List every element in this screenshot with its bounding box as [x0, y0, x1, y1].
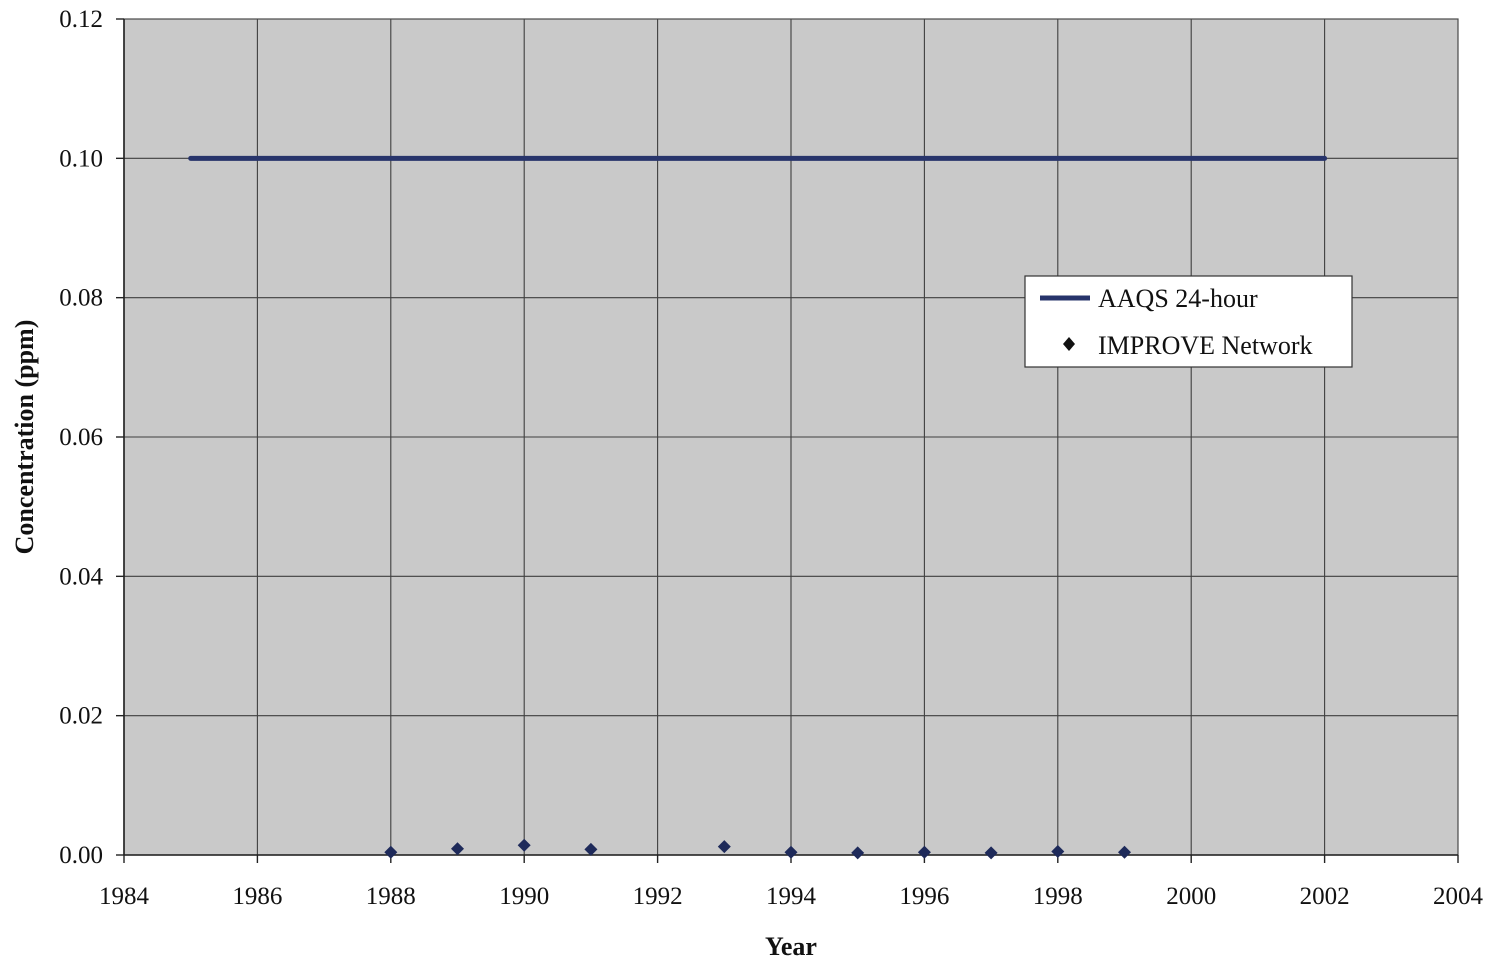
data-point-improve-network — [917, 845, 931, 859]
x-tick-label: 1996 — [899, 883, 949, 910]
x-tick-label: 1988 — [366, 883, 416, 910]
x-tick-label: 2002 — [1300, 883, 1350, 910]
y-tick-label: 0.00 — [59, 842, 103, 869]
data-point-improve-network — [851, 846, 865, 860]
legend-diamond-swatch — [1063, 337, 1075, 351]
x-tick-label: 1990 — [499, 883, 549, 910]
series — [188, 155, 1328, 860]
legend: AAQS 24-hour IMPROVE Network — [1024, 275, 1353, 368]
data-point-improve-network — [1051, 845, 1065, 859]
data-point-improve-network — [451, 842, 464, 856]
x-tick-label: 2004 — [1433, 883, 1484, 910]
data-point-improve-network — [1118, 845, 1131, 859]
legend-box — [1024, 275, 1353, 368]
x-tick-label: 2000 — [1166, 883, 1216, 910]
data-point-improve-network — [784, 845, 798, 859]
y-tick-label: 0.02 — [59, 703, 103, 730]
x-tick-label: 1986 — [232, 883, 282, 910]
y-axis-title: Concentration (ppm) — [10, 320, 39, 555]
data-point-improve-network — [717, 840, 731, 854]
ticks: 1984 1986 1988 1990 1992 1994 1996 1998 2000 2002… — [59, 6, 1483, 910]
x-axis-title: Year — [765, 932, 817, 961]
x-tick-label: 1984 — [99, 883, 150, 910]
y-tick-label: 0.10 — [59, 145, 103, 172]
x-tick-label: 1994 — [766, 883, 817, 910]
y-tick-label: 0.08 — [59, 285, 103, 312]
x-tick-label: 1992 — [633, 883, 683, 910]
data-point-improve-network — [984, 846, 998, 860]
data-point-improve-network — [517, 838, 531, 852]
y-tick-label: 0.06 — [59, 424, 103, 451]
legend-label-improve: IMPROVE Network — [1098, 331, 1313, 360]
data-point-improve-network — [384, 845, 398, 859]
x-tick-label: 1998 — [1033, 883, 1083, 910]
y-tick-label: 0.12 — [59, 6, 103, 33]
data-point-improve-network — [584, 842, 598, 856]
legend-label-aaqs: AAQS 24-hour — [1098, 284, 1258, 313]
y-tick-label: 0.04 — [59, 563, 103, 590]
